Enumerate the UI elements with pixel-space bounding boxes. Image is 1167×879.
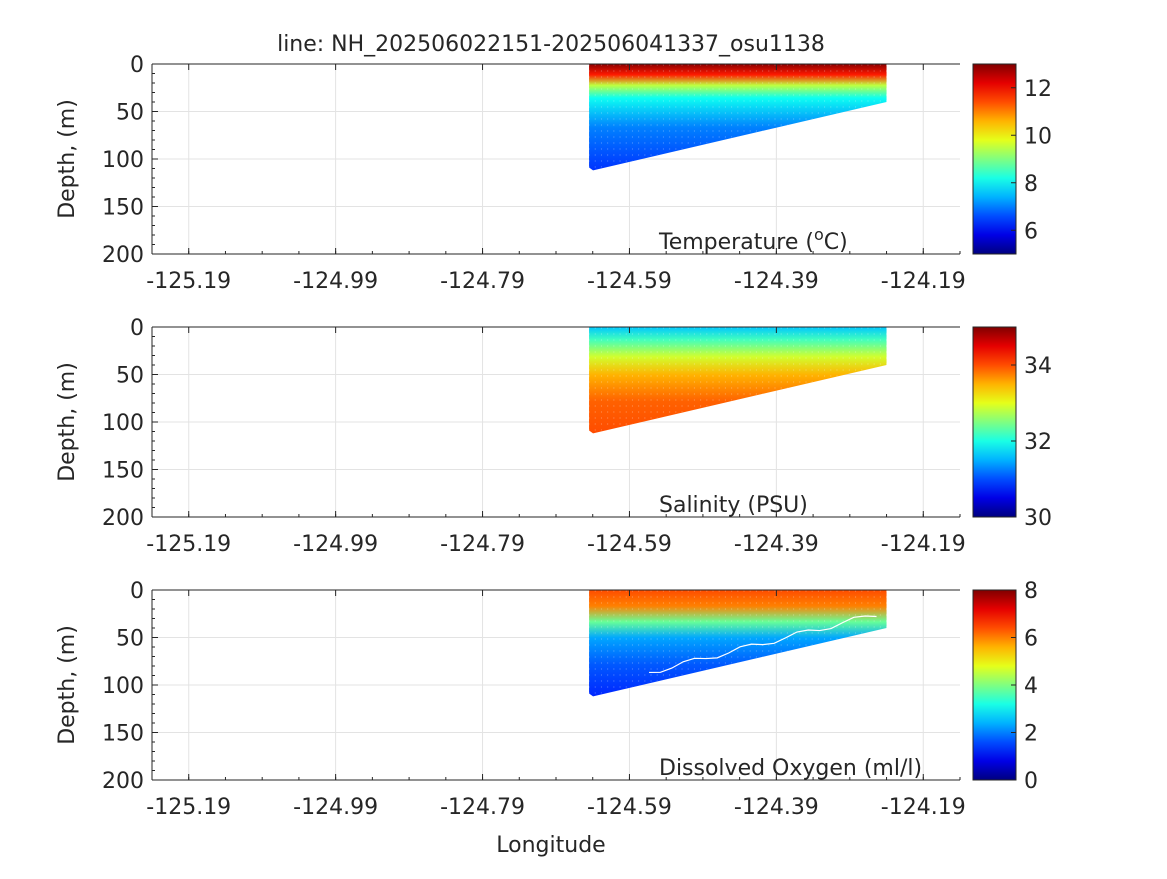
panel-temperature: -125.19 -124.99 -124.79 -124.59 -124.39 -124.…	[55, 53, 1052, 294]
y-tick-label: 150	[102, 459, 144, 484]
variable-label-text: Temperature (	[658, 230, 814, 255]
x-tick-label: -124.39	[734, 269, 819, 294]
y-tick-label: 200	[102, 506, 144, 531]
colorbar	[972, 326, 1017, 518]
colorbar-tick-label: 30	[1024, 506, 1052, 531]
figure-title: line: NH_202506022151-202506041337_osu11…	[277, 32, 825, 57]
y-tick-label: 50	[116, 101, 144, 126]
variable-label-text: Salinity (PSU)	[659, 493, 808, 518]
x-tick-label: -124.59	[587, 269, 672, 294]
y-tick-label: 50	[116, 627, 144, 652]
x-tick-label: -124.19	[881, 532, 966, 557]
colorbar-tick-label: 8	[1024, 172, 1038, 197]
x-tick-label: -124.39	[734, 795, 819, 820]
y-axis-label: Depth, (m)	[55, 99, 80, 219]
colorbar-tick-label: 12	[1024, 77, 1052, 102]
colorbar-tick-label: 32	[1024, 430, 1052, 455]
y-tick-label: 50	[116, 364, 144, 389]
x-tick-label: -124.79	[440, 269, 525, 294]
variable-label: Salinity (PSU)	[659, 493, 808, 518]
colorbar-tick-label: 10	[1024, 124, 1052, 149]
colorbar-tick-label: 0	[1024, 769, 1038, 794]
panel-dissolved-oxygen: -125.19 -124.99 -124.79 -124.59 -124.39 -124.…	[55, 579, 1038, 820]
x-tick-label: -124.99	[293, 532, 378, 557]
x-tick-label: -124.19	[881, 269, 966, 294]
x-tick-label: -125.19	[146, 795, 231, 820]
colorbar-tick-label: 4	[1024, 674, 1038, 699]
variable-label-text: Dissolved Oxygen (ml/l)	[659, 756, 922, 781]
x-tick-label: -124.99	[293, 269, 378, 294]
colorbar	[972, 589, 1017, 781]
y-tick-label: 0	[130, 53, 144, 78]
variable-label: Temperature (oC)	[658, 225, 848, 255]
y-tick-label: 150	[102, 196, 144, 221]
oxygen-contour	[649, 615, 877, 674]
data-section	[589, 64, 887, 171]
scatter-texture	[588, 64, 888, 171]
colorbar-tick-label: 6	[1024, 219, 1038, 244]
y-tick-label: 0	[130, 579, 144, 604]
panel-salinity: -125.19 -124.99 -124.79 -124.59 -124.39 -124.…	[55, 316, 1052, 557]
x-tick-label: -124.79	[440, 795, 525, 820]
x-tick-label: -125.19	[146, 532, 231, 557]
y-axis-label: Depth, (m)	[55, 625, 80, 745]
variable-label-superscript: o	[814, 225, 824, 244]
colorbar-tick-label: 34	[1024, 354, 1052, 379]
x-tick-label: -124.59	[587, 532, 672, 557]
colorbar	[972, 63, 1017, 255]
y-axis-label: Depth, (m)	[55, 362, 80, 482]
colorbar-tick-label: 6	[1024, 627, 1038, 652]
variable-label: Dissolved Oxygen (ml/l)	[659, 756, 922, 781]
x-tick-label: -124.99	[293, 795, 378, 820]
colorbar-tick-label: 2	[1024, 722, 1038, 747]
x-axis-label: Longitude	[496, 833, 605, 858]
x-tick-label: -124.19	[881, 795, 966, 820]
colorbar-tick-label: 8	[1024, 579, 1038, 604]
data-section	[589, 327, 887, 434]
x-tick-label: -124.59	[587, 795, 672, 820]
y-tick-label: 200	[102, 243, 144, 268]
data-section	[589, 590, 887, 697]
x-tick-label: -125.19	[146, 269, 231, 294]
y-tick-label: 100	[102, 148, 144, 173]
y-tick-label: 100	[102, 411, 144, 436]
x-tick-label: -124.79	[440, 532, 525, 557]
y-tick-label: 100	[102, 674, 144, 699]
x-tick-label: -124.39	[734, 532, 819, 557]
y-tick-label: 150	[102, 722, 144, 747]
scatter-texture	[588, 327, 888, 434]
y-tick-label: 0	[130, 316, 144, 341]
y-tick-label: 200	[102, 769, 144, 794]
variable-label-unit: C)	[824, 230, 848, 255]
